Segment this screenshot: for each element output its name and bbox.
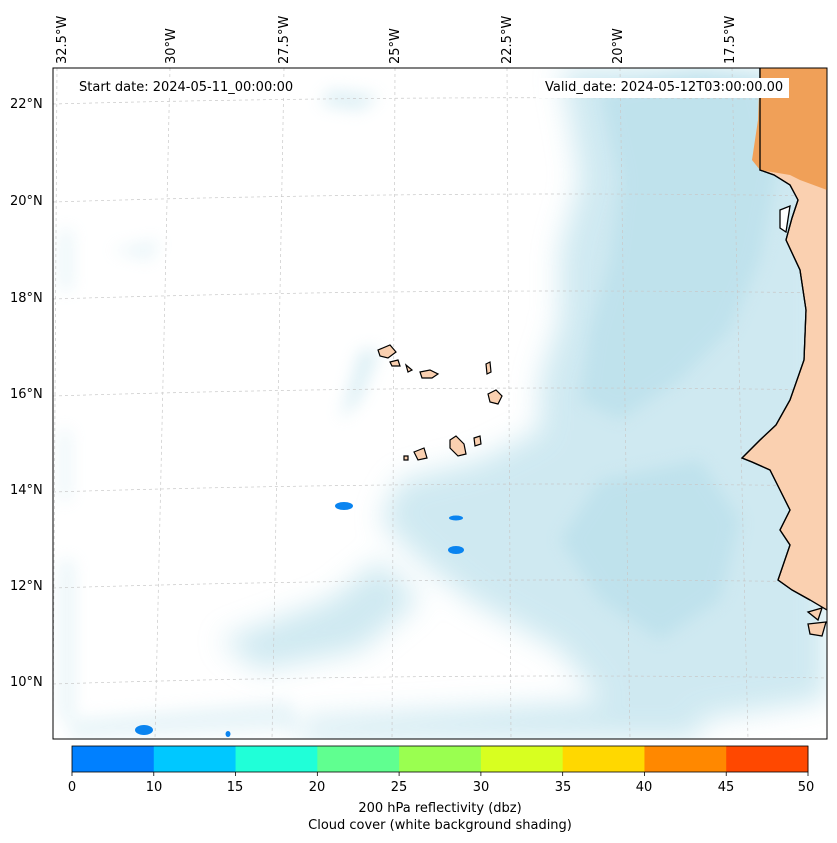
graticule (53, 68, 827, 739)
lon-label-25w: 25°W (388, 28, 403, 64)
colorbar-segment (644, 746, 727, 772)
colorbar-segment (562, 746, 645, 772)
lon-label-32-5w: 32.5°W (55, 15, 70, 64)
reflectivity-cells (135, 502, 464, 737)
land-africa (740, 68, 827, 637)
lon-label-20w: 20°W (611, 28, 626, 64)
map-frame (52, 67, 828, 740)
colorbar-segment (399, 746, 482, 772)
colorbar-segment (153, 746, 237, 772)
colorbar (72, 746, 809, 772)
colorbar-tick-label: 50 (797, 780, 815, 795)
colorbar-subtitle: Cloud cover (white background shading) (308, 818, 572, 833)
lat-label-18n: 18°N (10, 291, 43, 306)
colorbar-tick-label: 45 (717, 780, 735, 795)
lon-label-27-5w: 27.5°W (277, 15, 292, 64)
colorbar-tick-label: 25 (390, 780, 408, 795)
colorbar-title: 200 hPa reflectivity (dbz) (358, 801, 522, 816)
colorbar-segment (235, 746, 318, 772)
lat-label-20n: 20°N (10, 194, 43, 209)
lat-label-22n: 22°N (10, 97, 43, 112)
lat-label-14n: 14°N (10, 483, 43, 498)
lon-label-30w: 30°W (164, 28, 179, 64)
start-date-label: Start date: 2024-05-11_00:00:00 (73, 78, 300, 98)
colorbar-segment (480, 746, 564, 772)
colorbar-segment (726, 746, 809, 772)
lat-label-10n: 10°N (10, 675, 43, 690)
colorbar-tick-label: 0 (67, 780, 77, 795)
colorbar-segment (72, 746, 155, 772)
cape-verde-islands (377, 344, 503, 461)
cloud-cover-layer (60, 68, 827, 739)
colorbar-tick-label: 30 (472, 780, 490, 795)
valid-date-label: Valid_date: 2024-05-12T03:00:00.00 (539, 78, 790, 98)
colorbar-tick-label: 40 (635, 780, 653, 795)
lat-label-16n: 16°N (10, 387, 43, 402)
lon-label-22-5w: 22.5°W (500, 15, 515, 64)
colorbar-tick-label: 10 (145, 780, 163, 795)
lon-label-17-5w: 17.5°W (723, 15, 738, 64)
colorbar-tick-label: 20 (308, 780, 326, 795)
colorbar-tick-marks (71, 772, 809, 776)
colorbar-frame (71, 745, 809, 773)
colorbar-segment (317, 746, 400, 772)
lat-label-12n: 12°N (10, 579, 43, 594)
colorbar-tick-label: 15 (226, 780, 244, 795)
colorbar-tick-label: 35 (554, 780, 572, 795)
